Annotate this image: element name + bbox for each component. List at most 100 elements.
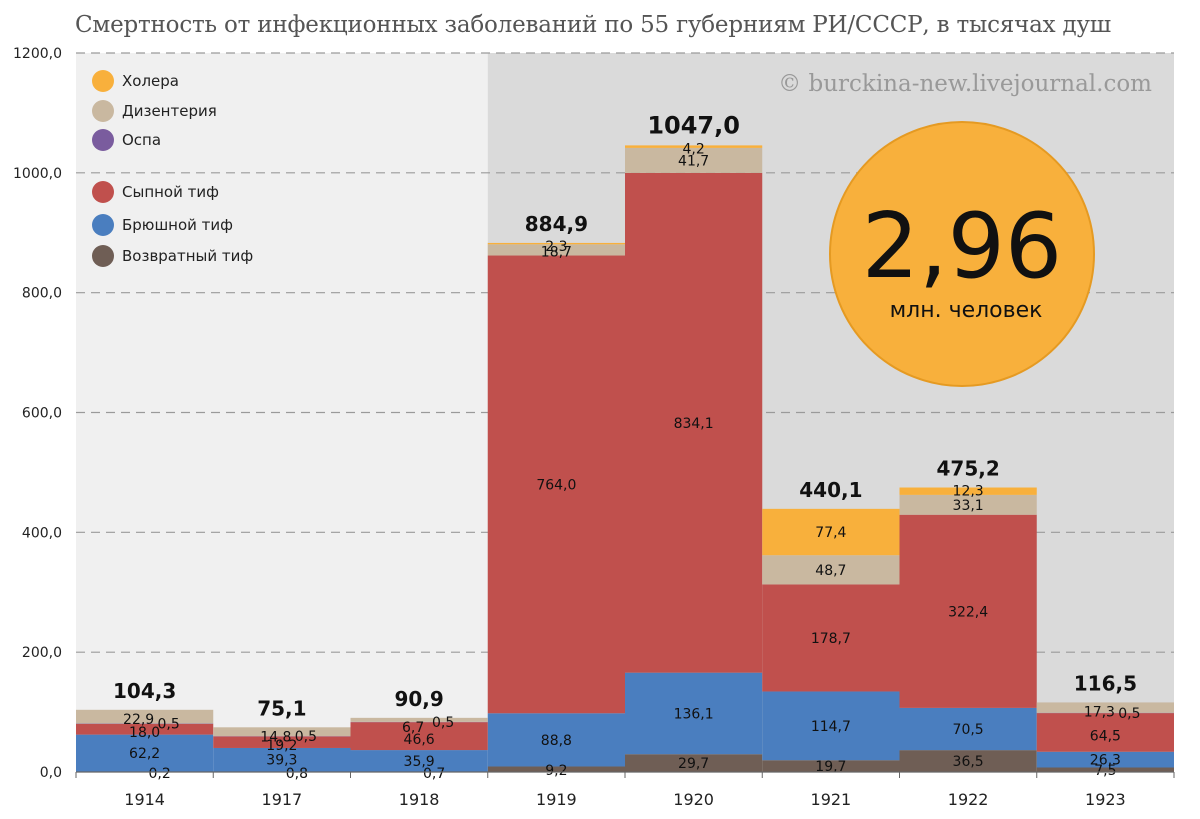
bar-segment [899,494,1037,515]
bar-total-label: 75,1 [257,696,306,720]
chart-title: Смертность от инфекционных заболеваний п… [75,12,1111,38]
x-tick-label: 1920 [673,790,714,809]
bar-total-label: 440,1 [799,478,862,502]
y-tick-label: 200,0 [22,645,62,661]
x-tick-label: 1923 [1085,790,1126,809]
callout-unit: млн. человек [890,298,1043,323]
bar-segment [625,172,763,673]
y-tick-label: 800,0 [22,286,62,302]
callout-value: 2,96 [862,194,1062,299]
bar-segment [625,147,763,173]
segment-label: 48,7 [815,563,846,579]
bar-segment [350,722,488,751]
segment-label: 46,6 [404,732,435,748]
bar-segment [487,244,625,256]
segment-label: 12,3 [953,484,984,500]
bar-segment [762,760,900,772]
segment-label: 18,7 [541,244,572,260]
segment-label: 22,9 [123,712,154,728]
segment-label: 2,3 [545,239,567,255]
segment-label: 17,3 [1084,704,1115,720]
segment-label: 14,8 [260,729,291,745]
bar-segment [899,750,1037,772]
bar-segment [487,713,625,767]
segment-label: 9,2 [545,763,567,779]
bar-segment [76,734,214,772]
legend-swatch [92,70,114,92]
segment-label: 0,7 [423,766,445,782]
bar-segment [899,514,1037,708]
bar-total-label: 884,9 [525,212,588,236]
legend-swatch [92,245,114,267]
segment-label: 0,5 [1118,706,1140,722]
segment-label: 0,8 [286,766,308,782]
segment-label: 70,5 [953,722,984,738]
segment-label: 0,5 [157,717,179,733]
callout-circle [829,121,1095,387]
bar-segment [625,145,763,148]
segment-label: 19,2 [266,738,297,754]
legend-label: Брюшной тиф [122,216,233,234]
segment-label: 4,2 [682,141,704,157]
segment-label: 18,0 [129,725,160,741]
segment-label: 41,7 [678,153,709,169]
legend-swatch [92,129,114,151]
bar-segment [213,747,351,772]
segment-label: 0,2 [148,766,170,782]
bar-segment [762,691,900,761]
bar-segment [487,255,625,714]
bar-segment [1036,751,1174,768]
bar-segment [487,242,625,245]
legend-swatch [92,100,114,122]
legend-label: Дизентерия [122,102,217,120]
segment-label: 6,7 [402,720,424,736]
segment-label: 322,4 [948,604,988,620]
segment-label: 19,7 [815,759,846,775]
bar-segment [213,727,351,737]
segment-label: 33,1 [953,498,984,514]
x-tick-label: 1921 [811,790,852,809]
bar-total-label: 116,5 [1074,671,1137,695]
y-tick-label: 1000,0 [13,166,62,182]
bar-segment [625,672,763,755]
bar-segment [762,555,900,585]
segment-label: 764,0 [536,477,576,493]
x-tick-label: 1918 [399,790,440,809]
bar-segment [625,754,763,772]
bar-segment [350,717,488,722]
segment-label: 0,5 [432,715,454,731]
segment-label: 35,9 [404,754,435,770]
legend-label: Оспа [122,131,161,149]
legend-swatch [92,214,114,236]
segment-label: 7,5 [1094,763,1116,779]
segment-label: 834,1 [674,416,714,432]
bar-segment [76,709,214,724]
bar-segment [762,508,900,556]
x-tick-label: 1914 [124,790,165,809]
y-tick-label: 1200,0 [13,46,62,62]
bar-segment [1036,767,1174,772]
y-tick-label: 400,0 [22,525,62,541]
segment-label: 26,3 [1090,753,1121,769]
legend-label: Возвратный тиф [122,247,253,265]
bar-total-label: 475,2 [936,457,999,481]
bar-segment [76,723,214,735]
bar-total-label: 90,9 [394,687,443,711]
segment-label: 0,5 [295,729,317,745]
bar-segment [1036,702,1174,713]
x-tick-label: 1922 [948,790,989,809]
segment-label: 36,5 [953,754,984,770]
y-tick-label: 0,0 [40,765,62,781]
segment-label: 77,4 [815,525,846,541]
legend-label: Холера [122,72,179,90]
segment-label: 62,2 [129,746,160,762]
x-tick-label: 1919 [536,790,577,809]
bar-total-label: 1047,0 [647,111,740,139]
x-tick-label: 1917 [262,790,303,809]
segment-label: 136,1 [674,706,714,722]
bar-segment [1036,713,1174,752]
segment-label: 29,7 [678,756,709,772]
legend-label: Сыпной тиф [122,183,219,201]
bar-segment [487,766,625,772]
